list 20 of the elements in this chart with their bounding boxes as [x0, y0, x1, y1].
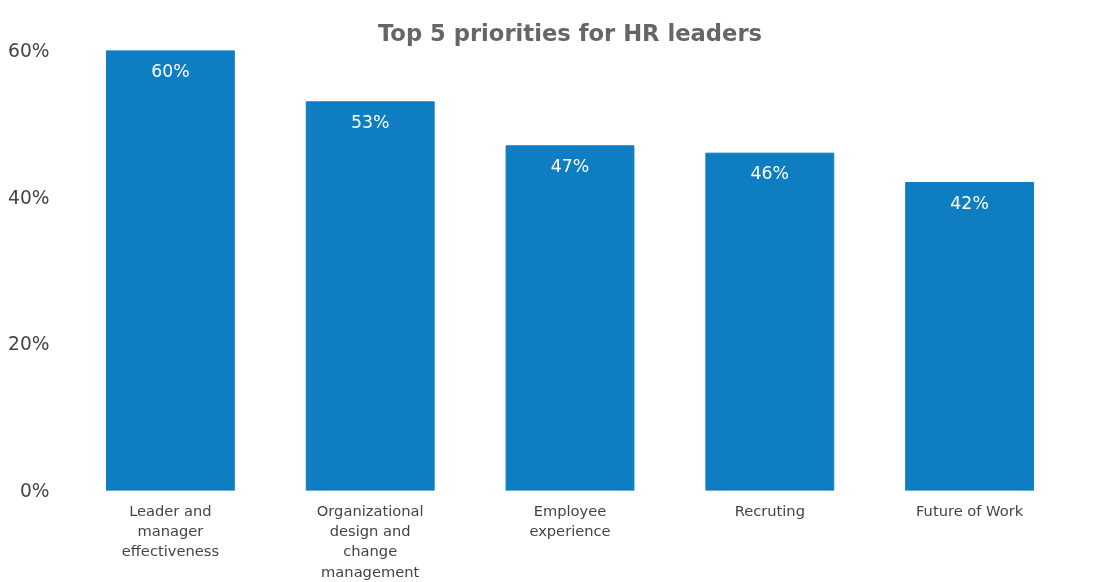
bar: [505, 145, 635, 491]
x-tick-label: Employee experience: [529, 501, 611, 539]
x-tick-label: Future of Work: [915, 501, 1024, 519]
data-label: 53%: [350, 111, 390, 132]
y-tick-label: 40%: [8, 186, 50, 208]
chart-title: Top 5 priorities for HR leaders: [377, 19, 763, 46]
x-tick-label: Organizational design and change management: [316, 501, 424, 580]
bar: [705, 152, 835, 491]
data-label: 47%: [550, 155, 590, 176]
x-tick-label: Recruting: [734, 501, 805, 519]
bar: [305, 101, 435, 491]
y-tick-label: 60%: [8, 40, 50, 61]
data-label: 42%: [950, 192, 989, 213]
bar: [105, 50, 235, 491]
y-tick-label: 20%: [8, 333, 50, 355]
y-tick-label: 0%: [19, 480, 50, 501]
bar: [905, 182, 1035, 491]
data-label: 60%: [151, 60, 190, 81]
data-label: 46%: [750, 163, 790, 184]
x-tick-label: Leader and manager effectiveness: [121, 501, 220, 560]
